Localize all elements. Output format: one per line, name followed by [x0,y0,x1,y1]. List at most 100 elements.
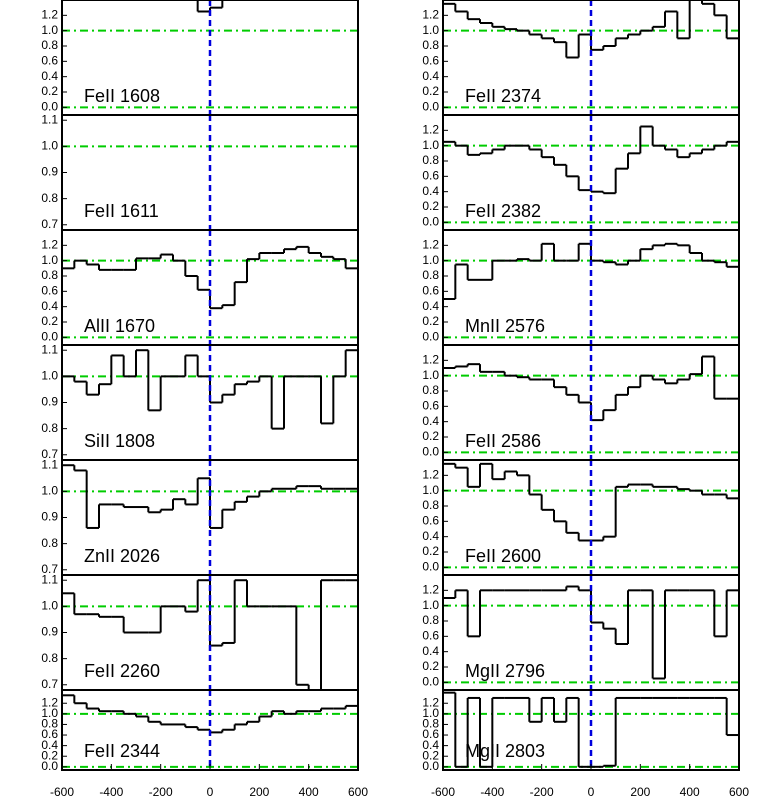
y-tick-label: 1.2 [41,238,58,252]
y-tick-label: 0.0 [422,445,439,459]
y-tick-label: 0.8 [422,268,439,282]
y-tick-label: 0.9 [41,510,58,524]
y-tick-label: 0.4 [422,69,439,83]
panel-label: FeII 2600 [465,546,541,566]
y-tick-label: 0.2 [422,314,439,328]
y-tick-label: 0.9 [41,395,58,409]
y-tick-label: 1.1 [41,457,58,471]
y-tick-label: 0.8 [41,191,58,205]
y-tick-label: 1.1 [41,342,58,356]
y-tick-label: 1.1 [41,572,58,586]
y-tick-label: 1.0 [41,253,58,267]
panel-label: FeII 2374 [465,86,541,106]
y-tick-label: 1.2 [41,8,58,22]
y-tick-label: 0.4 [422,644,439,658]
y-tick-label: 0.6 [422,727,439,741]
y-tick-label: 1.0 [41,369,58,383]
panel-label: ZnII 2026 [84,546,160,566]
y-tick-label: 0.8 [41,268,58,282]
y-tick-label: 0.8 [422,383,439,397]
x-tick-label: 600 [348,785,368,799]
y-tick-label: 0.6 [41,727,58,741]
y-tick-label: 1.0 [422,138,439,152]
y-tick-label: 0.9 [41,165,58,179]
y-tick-label: 1.0 [41,139,58,153]
y-tick-label: 0.8 [422,717,439,731]
y-tick-label: 1.2 [422,238,439,252]
y-tick-label: 0.0 [422,560,439,574]
panel [62,460,358,575]
panel [62,345,358,460]
y-tick-label: 1.2 [41,695,58,709]
y-tick-label: 0.2 [422,748,439,762]
y-tick-label: 1.0 [41,599,58,613]
y-tick-label: 0.4 [422,184,439,198]
x-tick-label: 0 [207,785,214,799]
y-tick-label: 1.0 [422,253,439,267]
x-tick-label: -400 [99,785,123,799]
y-tick-label: 0.4 [41,738,58,752]
y-tick-label: 1.2 [422,583,439,597]
panel-label: FeII 1611 [84,201,159,221]
y-tick-label: 1.2 [422,353,439,367]
y-tick-label: 1.0 [41,23,58,37]
y-tick-label: 0.4 [422,529,439,543]
y-tick-label: 0.4 [41,69,58,83]
y-tick-label: 0.8 [41,651,58,665]
y-tick-label: 0.4 [422,414,439,428]
y-tick-label: 0.7 [41,562,58,576]
y-tick-label: 1.0 [41,706,58,720]
y-tick-label: 0.0 [422,215,439,229]
y-tick-label: 0.2 [422,199,439,213]
panel-label: AlII 1670 [84,316,155,336]
y-tick-label: 1.0 [422,706,439,720]
y-tick-label: 0.2 [41,314,58,328]
y-tick-label: 0.8 [41,421,58,435]
y-tick-label: 1.0 [422,483,439,497]
y-tick-label: 1.2 [422,123,439,137]
y-tick-label: 0.0 [41,330,58,344]
y-tick-label: 0.0 [41,100,58,114]
panel-label: SiII 1808 [84,431,155,451]
panel-label: FeII 2260 [84,661,160,681]
panel-label: MgII 2796 [465,661,545,681]
x-tick-label: -200 [530,785,554,799]
y-tick-label: 1.2 [422,695,439,709]
y-tick-label: 0.0 [422,100,439,114]
y-tick-label: 1.2 [422,8,439,22]
panel-label: MgII 2803 [465,741,545,761]
y-tick-label: 0.4 [41,299,58,313]
y-tick-label: 0.2 [41,748,58,762]
y-tick-label: 0.2 [422,544,439,558]
y-tick-label: 0.2 [422,429,439,443]
x-tick-label: -400 [480,785,504,799]
y-tick-label: 0.8 [422,153,439,167]
y-tick-label: 0.8 [422,613,439,627]
panel-label: MnII 2576 [465,316,545,336]
panel [62,115,358,230]
panel [62,575,358,690]
y-tick-label: 0.6 [422,284,439,298]
x-tick-label: 0 [588,785,595,799]
y-tick-label: 0.6 [422,629,439,643]
x-tick-label: -600 [431,785,455,799]
y-tick-label: 0.7 [41,217,58,231]
y-tick-label: 0.6 [422,399,439,413]
x-tick-label: 200 [630,785,650,799]
panel [443,575,739,690]
y-tick-label: 0.6 [422,54,439,68]
x-tick-label: 600 [729,785,749,799]
panel-label: FeII 1608 [84,86,160,106]
panel-label: FeII 2344 [84,741,160,761]
panel-label: FeII 2382 [465,201,541,221]
panel [62,0,358,115]
y-tick-label: 0.0 [422,330,439,344]
panel [443,345,739,460]
panel [62,230,358,345]
y-tick-label: 1.0 [422,598,439,612]
y-tick-label: 0.0 [422,675,439,689]
y-tick-label: 0.0 [41,759,58,773]
y-tick-label: 0.2 [41,84,58,98]
y-tick-label: 0.2 [422,659,439,673]
